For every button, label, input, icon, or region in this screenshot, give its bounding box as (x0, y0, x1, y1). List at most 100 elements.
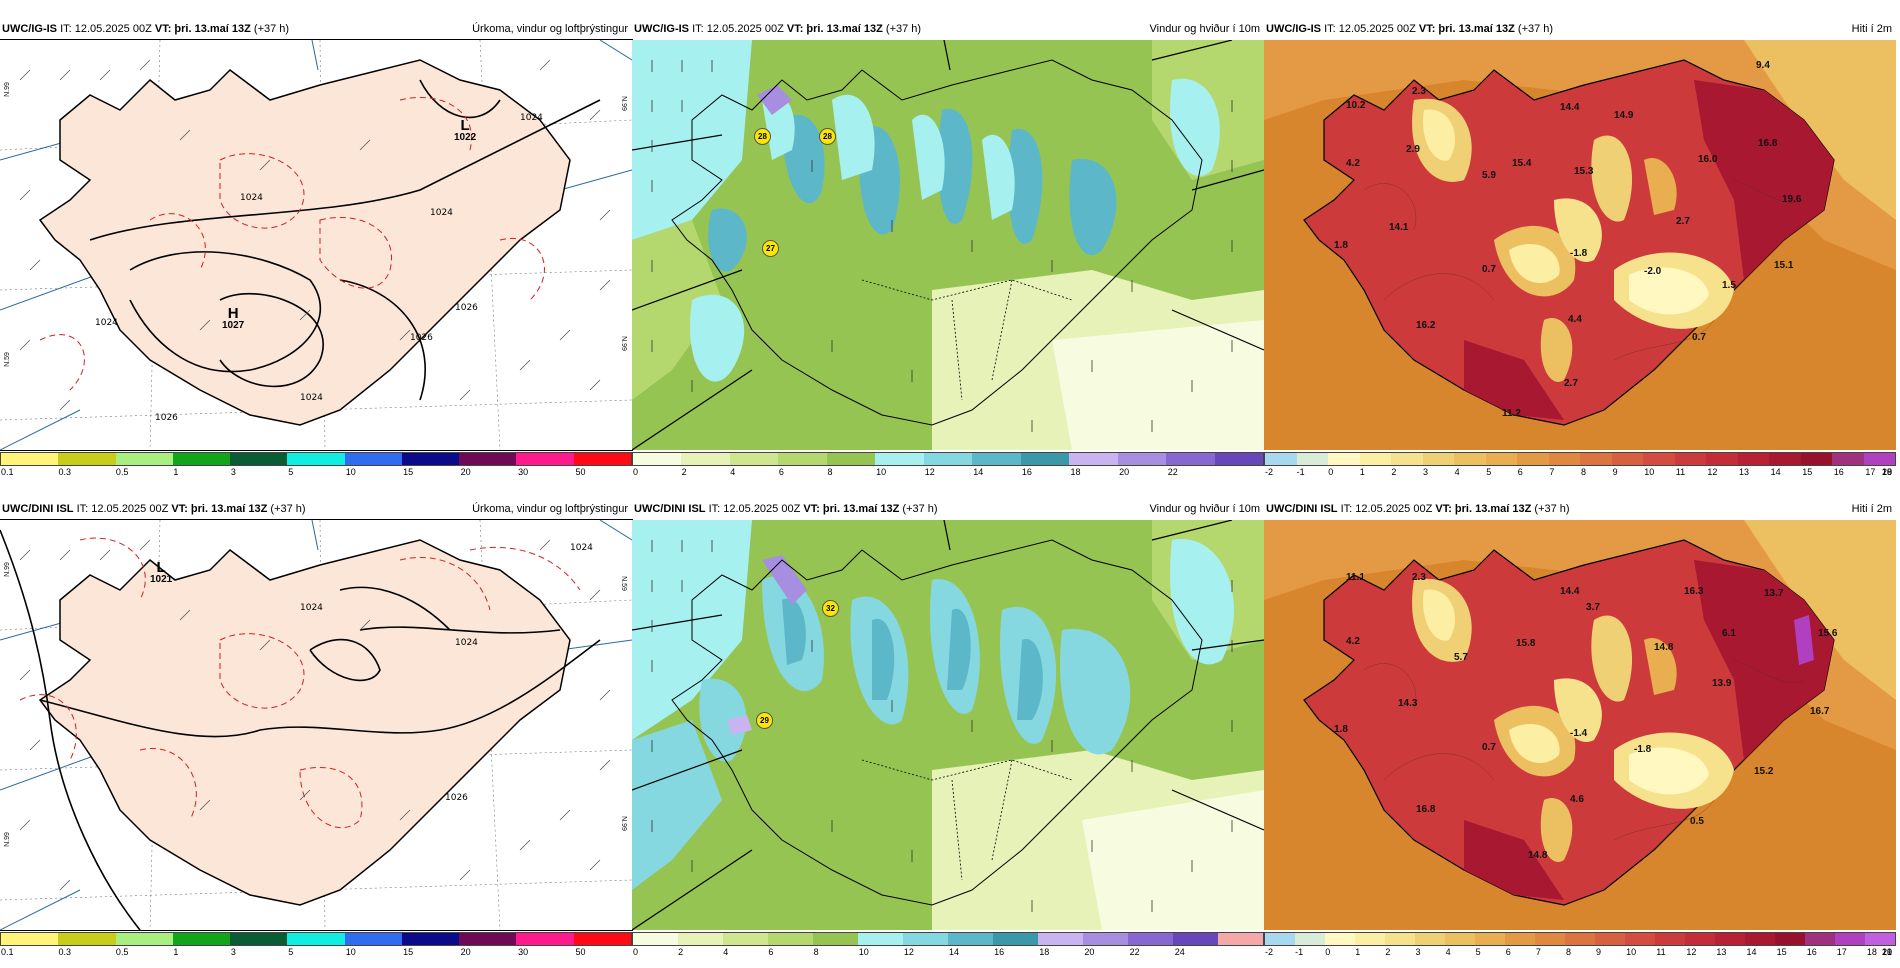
precip-map[interactable]: 1024 1024 1024 1024 1026 1026 1024 1026 … (0, 39, 633, 451)
temp-label: 0.7 (1482, 264, 1496, 275)
colorbar-tick: 24 (1174, 947, 1185, 957)
colorbar-tick: 18 (1039, 947, 1050, 957)
temp-label: 15.6 (1818, 628, 1838, 639)
colorbar-swatch (1611, 453, 1643, 465)
temp-label: 2.3 (1412, 572, 1426, 583)
valid-time: VT: þri. 13.maí 13Z (803, 503, 900, 515)
isobar-label: 1026 (155, 413, 178, 423)
colorbar-tick: 22 (1167, 467, 1178, 477)
gust-marker: 29 (756, 712, 773, 729)
isobar-label: 1024 (430, 208, 453, 218)
iceland-outline (671, 59, 1203, 426)
colorbar-swatch (230, 933, 288, 945)
colorbar-swatch (633, 933, 678, 945)
wind-map[interactable]: 32 29 (632, 520, 1264, 930)
gust-marker: 32 (822, 600, 839, 617)
isobar-label: 1024 (455, 638, 478, 648)
colorbar-swatch (1535, 933, 1565, 945)
colorbar-swatch (401, 933, 460, 945)
temp-label: 16.2 (1416, 320, 1436, 331)
panel-precip-top: UWC/IG-IS IT: 12.05.2025 00Z VT: þri. 13… (0, 18, 633, 488)
high-pressure-marker: H 1027 (222, 305, 244, 332)
panel-header: UWC/DINI ISL IT: 12.05.2025 00Z VT: þri.… (632, 498, 1264, 520)
colorbar-swatch (826, 453, 876, 465)
colorbar-tick: 10 (1644, 467, 1655, 477)
low-letter: L (460, 117, 470, 134)
colorbar-tick: 14 (973, 467, 984, 477)
lead-time: (+37 h) (902, 503, 938, 515)
temp-colorbar-ticks: -2 -1 0 1 2 3 4 5 6 7 8 9 10 11 12 13 14 15 16 17 18 19 20 (1264, 467, 1896, 481)
colorbar-swatch (903, 933, 948, 945)
precip-colorbar-ticks: 0.1 0.3 0.5 1 3 5 10 15 20 30 50 (0, 947, 632, 961)
colorbar-tick: 20 (1882, 467, 1893, 477)
temp-colorbar (1264, 932, 1896, 946)
colorbar-tick: 12 (1707, 467, 1718, 477)
colorbar-swatch (875, 453, 924, 465)
low-value: 1022 (454, 132, 477, 143)
temperature-map[interactable]: 11.1 2.3 4.2 5.7 1.8 14.3 14.4 3.7 16.3 … (1264, 520, 1896, 930)
temp-colorbar (1264, 452, 1896, 466)
temp-label: 16.8 (1416, 804, 1436, 815)
init-time: IT: 12.05.2025 00Z (1324, 23, 1416, 35)
colorbar-swatch (1775, 933, 1805, 945)
colorbar-tick: 1 (173, 947, 179, 957)
isobar-label: 1024 (300, 393, 323, 403)
colorbar-tick: 6 (768, 947, 774, 957)
isobar-label: 1024 (240, 193, 263, 203)
product-name: Hiti í 2m (1851, 23, 1892, 35)
colorbar-swatch (858, 933, 903, 945)
temp-colorbar-ticks: -2 -1 0 1 2 3 4 5 6 7 8 9 10 11 12 13 14 15 16 17 18 19 20 21 (1264, 947, 1896, 961)
colorbar-swatch (1832, 453, 1864, 465)
colorbar-swatch (172, 933, 231, 945)
lat-label: N.99 (619, 96, 627, 111)
colorbar-swatch (923, 453, 973, 465)
temp-label: 1.8 (1334, 240, 1348, 251)
valid-time: VT: þri. 13.maí 13Z (1435, 503, 1532, 515)
panel-precip-bottom: UWC/DINI ISL IT: 12.05.2025 00Z VT: þri.… (0, 498, 633, 968)
colorbar-tick: 6 (1517, 467, 1523, 477)
colorbar-swatch (1685, 933, 1715, 945)
colorbar-tick: 8 (1565, 947, 1571, 957)
colorbar-tick: 20 (460, 467, 471, 477)
colorbar-tick: 21 (1882, 947, 1893, 957)
temp-label: 3.7 (1586, 602, 1600, 613)
colorbar-tick: 18 (1882, 467, 1893, 477)
colorbar-tick: 10 (345, 947, 356, 957)
colorbar-swatch (1475, 933, 1505, 945)
colorbar-tick: 4 (723, 947, 729, 957)
colorbar-swatch (1, 453, 59, 465)
isobars (0, 529, 601, 930)
temp-label: 2.9 (1406, 144, 1420, 155)
valid-time: VT: þri. 13.maí 13Z (171, 503, 268, 515)
colorbar-tick: 9 (1612, 467, 1618, 477)
colorbar-tick: 5 (1475, 947, 1481, 957)
colorbar-swatch (1038, 933, 1083, 945)
temp-label: 4.2 (1346, 636, 1360, 647)
cold-highlands (1412, 578, 1734, 862)
temp-label: 15.8 (1516, 638, 1536, 649)
colorbar-swatch (1517, 453, 1549, 465)
colorbar-tick: 19 (1882, 467, 1893, 477)
valid-time: VT: þri. 13.maí 13Z (1418, 23, 1515, 35)
temp-label: 4.6 (1570, 794, 1584, 805)
valid-time: VT: þri. 13.maí 13Z (154, 23, 251, 35)
colorbar-swatch (1218, 933, 1263, 945)
colorbar-swatch (1128, 933, 1173, 945)
model-name: UWC/DINI ISL (2, 503, 74, 515)
high-letter: H (227, 305, 239, 322)
lat-label: N.99 (3, 82, 11, 97)
colorbar-swatch (1454, 453, 1486, 465)
low-pressure-marker: L 1022 (454, 117, 477, 144)
colorbar-tick: 20 (1084, 947, 1095, 957)
init-time: IT: 12.05.2025 00Z (708, 503, 801, 515)
temp-label: 16.3 (1684, 586, 1704, 597)
wind-map[interactable]: 28 28 27 (632, 40, 1264, 450)
panel-wind-top: UWC/IG-IS IT: 12.05.2025 00Z VT: þri. 13… (632, 18, 1264, 488)
precip-map[interactable]: 1024 1024 1026 1024 L 1021 N.99 N.99 N.5… (0, 519, 633, 931)
colorbar-swatch (1173, 933, 1218, 945)
colorbar-tick: 16 (1806, 947, 1817, 957)
colorbar-tick: 50 (575, 467, 586, 477)
temperature-map[interactable]: 10.2 2.3 4.2 2.9 1.8 5.9 14.1 14.4 14.9 … (1264, 40, 1896, 450)
cold-highlands (1412, 98, 1734, 382)
colorbar-tick: 8 (827, 467, 833, 477)
